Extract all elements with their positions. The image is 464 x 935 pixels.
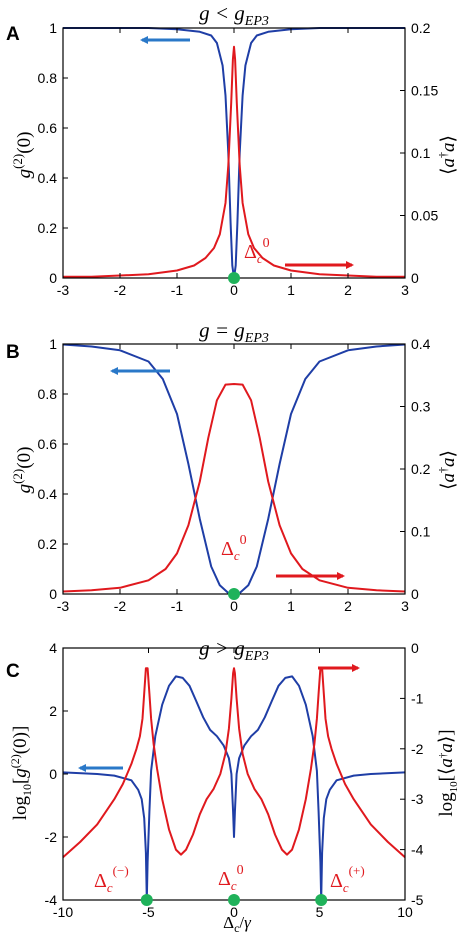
axis-marker-dot: [228, 894, 240, 906]
y-right-tick-label: 0.2: [411, 461, 431, 477]
y-left-tick-label: 0.6: [38, 436, 58, 452]
y-right-tick-label: 0.4: [411, 336, 431, 352]
y-left-tick-label: 1: [49, 20, 57, 36]
y-left-tick-label: 0: [49, 270, 57, 286]
x-tick-label: -3: [57, 282, 70, 298]
y-left-tick-label: -2: [45, 829, 58, 845]
y-left-tick-label: 0.8: [38, 70, 58, 86]
x-tick-label: -5: [142, 904, 155, 920]
panel-c-delta-minus-label: Δc(−): [94, 863, 129, 895]
panel-b-ylabel-left: g(2)(0): [10, 447, 35, 494]
panel-a-ylabel-right: ⟨a†a⟩: [436, 135, 459, 175]
x-tick-label: -10: [53, 904, 73, 920]
axis-marker-dot: [228, 588, 240, 600]
x-tick-label: 0: [230, 282, 238, 298]
y-left-tick-label: 1: [49, 336, 57, 352]
y-left-tick-label: 0.4: [38, 170, 58, 186]
panel-c: C g > gEP3 log10[g(2)(0)] log10[⟨a†a⟩] Δ…: [6, 636, 460, 935]
y-right-tick-label: 0.1: [411, 145, 431, 161]
panel-c-ylabel-right: log10[⟨a†a⟩]: [436, 729, 460, 816]
plot-frame: [62, 27, 406, 279]
y-left-tick-label: 0.2: [38, 536, 58, 552]
y-left-tick-label: 0.2: [38, 220, 58, 236]
panel-c-ylabel-left: log10[g(2)(0)]: [8, 726, 34, 821]
x-tick-label: -1: [171, 598, 184, 614]
panel-a-title: g < gEP3: [199, 1, 269, 29]
y-right-tick-label: 0: [411, 270, 419, 286]
y-left-tick-label: 0: [49, 586, 57, 602]
series-line-red: [62, 383, 406, 593]
series-line-blue: [62, 675, 406, 901]
y-left-tick-label: 0: [49, 766, 57, 782]
y-right-tick-label: -2: [411, 741, 424, 757]
y-right-tick-label: 0: [411, 586, 419, 602]
panel-b-title: g = gEP3: [199, 318, 269, 346]
x-tick-label: -3: [57, 598, 70, 614]
y-right-tick-label: 0: [411, 640, 419, 656]
panel-a-ylabel-left: g(2)(0): [10, 132, 35, 179]
x-tick-label: 2: [344, 282, 352, 298]
x-tick-label: -1: [171, 282, 184, 298]
y-right-tick-label: 0.05: [411, 208, 438, 224]
x-tick-label: 3: [401, 598, 409, 614]
y-left-tick-label: 0.8: [38, 386, 58, 402]
axis-marker-dot: [315, 894, 328, 906]
y-left-tick-label: 0.6: [38, 120, 58, 136]
panel-c-delta-plus-label: Δc(+): [330, 863, 365, 895]
panel-c-xlabel: Δc/γ: [223, 913, 252, 935]
y-right-tick-label: 0.15: [411, 83, 438, 99]
y-left-tick-label: 0.4: [38, 486, 58, 502]
y-right-tick-label: -1: [411, 690, 424, 706]
x-tick-label: 1: [287, 282, 295, 298]
y-left-tick-label: 2: [49, 703, 57, 719]
x-tick-label: 2: [344, 598, 352, 614]
y-right-tick-label: 0.3: [411, 399, 431, 415]
y-right-tick-label: -4: [411, 842, 424, 858]
y-right-tick-label: -3: [411, 791, 424, 807]
axis-marker-dot: [140, 894, 153, 906]
panel-b-ylabel-right: ⟨a†a⟩: [436, 450, 459, 490]
y-right-tick-label: 0.2: [411, 20, 431, 36]
panel-a-delta-label: Δc0: [244, 236, 270, 266]
panel-a: A g < gEP3 g(2)(0) ⟨a†a⟩ -3 -2 -1 0 1 2 300.20…: [6, 1, 459, 298]
x-tick-label: -2: [114, 598, 127, 614]
x-tick-label: -2: [114, 282, 127, 298]
y-right-tick-label: 0.1: [411, 524, 431, 540]
x-tick-label: 5: [316, 904, 324, 920]
x-tick-label: 0: [230, 598, 238, 614]
y-right-tick-label: -5: [411, 892, 424, 908]
panel-label-c: C: [6, 661, 20, 682]
panel-label-b: B: [6, 342, 20, 363]
y-left-tick-label: -4: [45, 892, 58, 908]
panel-label-a: A: [6, 24, 20, 45]
y-left-tick-label: 4: [49, 640, 57, 656]
x-tick-label: 1: [287, 598, 295, 614]
series-line-red: [63, 45, 405, 278]
x-tick-label: 10: [397, 904, 413, 920]
series-line-blue: [63, 27, 405, 279]
x-tick-label: 3: [401, 282, 409, 298]
panel-b: B g = gEP3 g(2)(0) ⟨a†a⟩ -3 -2 -1 0 1 2 300.20…: [6, 318, 459, 614]
panel-b-delta-label: Δc0: [221, 533, 247, 563]
axis-marker-dot: [228, 272, 240, 284]
x-tick-label: 0: [230, 904, 238, 920]
panel-c-delta-zero-label: Δc0: [218, 863, 244, 893]
